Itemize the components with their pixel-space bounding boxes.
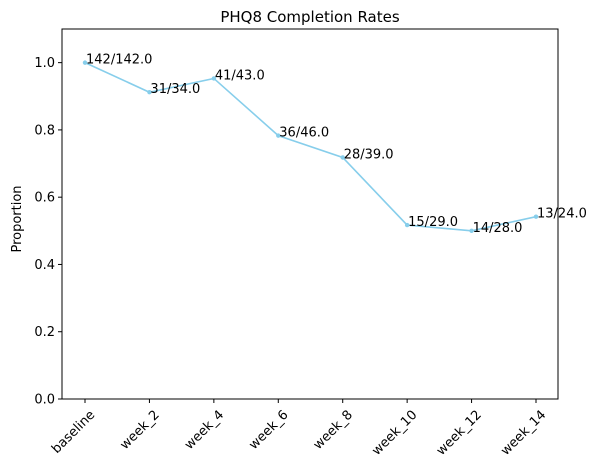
data-label: 36/46.0 bbox=[279, 126, 329, 141]
data-label: 14/28.0 bbox=[473, 221, 523, 236]
y-tick-label: 0.6 bbox=[34, 191, 55, 206]
data-label: 41/43.0 bbox=[215, 68, 265, 83]
y-axis: 0.0 0.2 0.4 0.6 0.8 1.0 bbox=[34, 56, 62, 408]
data-point bbox=[147, 90, 152, 95]
data-point bbox=[404, 222, 410, 228]
chart-title: PHQ8 Completion Rates bbox=[220, 8, 400, 26]
data-labels: 142/142.0 31/34.0 41/43.0 36/46.0 28/39.0 15/… bbox=[86, 53, 587, 236]
data-points bbox=[82, 60, 539, 234]
series-line bbox=[84, 61, 537, 232]
data-label: 13/24.0 bbox=[537, 207, 587, 222]
y-tick-label: 0.0 bbox=[34, 393, 55, 408]
data-point bbox=[276, 133, 281, 138]
data-point bbox=[340, 155, 345, 160]
data-label: 142/142.0 bbox=[86, 53, 152, 68]
plot-area bbox=[61, 28, 559, 400]
data-label: 28/39.0 bbox=[344, 147, 394, 162]
data-point bbox=[82, 60, 88, 65]
data-label: 31/34.0 bbox=[150, 82, 200, 97]
data-point bbox=[211, 76, 217, 81]
y-tick-label: 0.2 bbox=[34, 325, 55, 340]
data-point bbox=[469, 228, 474, 234]
data-point bbox=[533, 214, 539, 219]
y-axis-label: Proportion bbox=[10, 185, 25, 252]
y-tick-label: 0.4 bbox=[34, 258, 55, 273]
y-tick-label: 0.8 bbox=[34, 123, 55, 138]
y-tick-label: 1.0 bbox=[34, 56, 55, 71]
data-label: 15/29.0 bbox=[408, 215, 458, 230]
